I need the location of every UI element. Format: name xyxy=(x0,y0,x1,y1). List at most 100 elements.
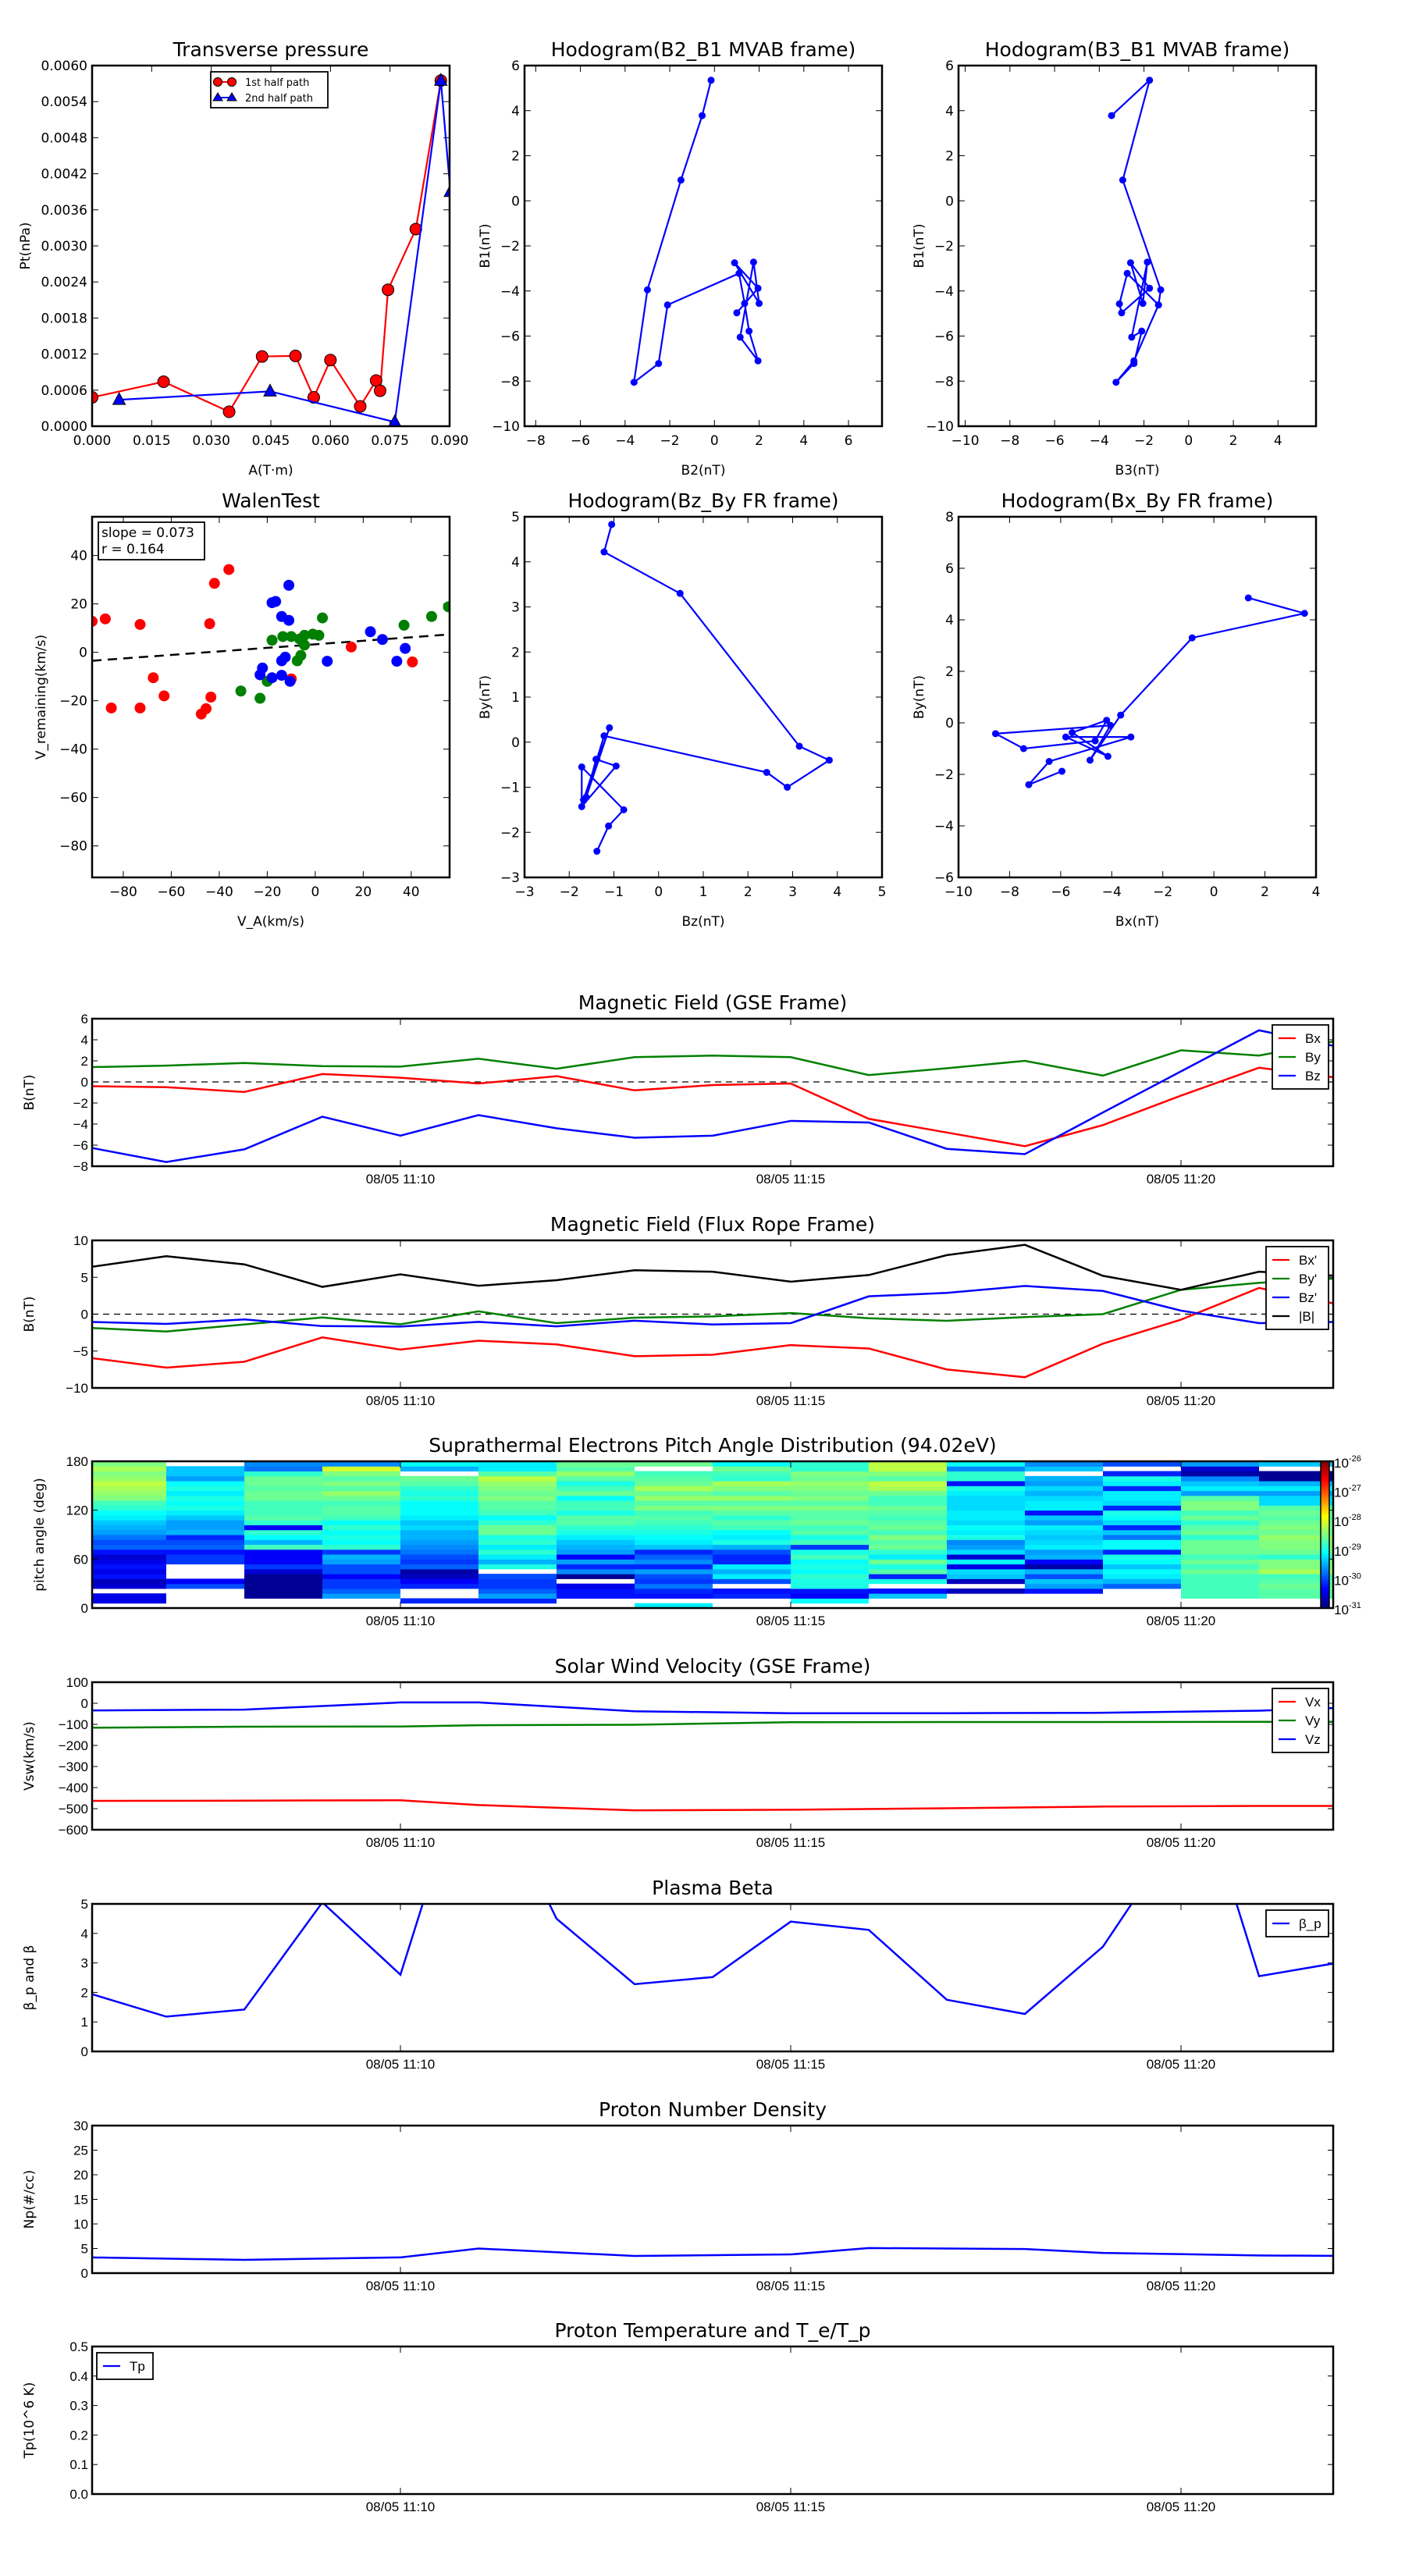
heatmap-cell xyxy=(713,1559,791,1565)
heatmap-cell xyxy=(1181,1520,1259,1525)
data-point xyxy=(663,301,671,309)
plot-frame xyxy=(523,515,884,879)
plot-area xyxy=(92,1701,1333,1812)
heatmap-cell xyxy=(791,1549,869,1555)
data-point xyxy=(1117,711,1125,719)
x-tick-label: 5 xyxy=(878,884,887,900)
y-axis-label: Tp(10^6 K) xyxy=(22,2382,37,2460)
heatmap-cell xyxy=(635,1510,713,1516)
heatmap-cell xyxy=(1181,1588,1259,1594)
heatmap-cell xyxy=(869,1466,947,1472)
heatmap-cell xyxy=(1259,1529,1333,1535)
data-point xyxy=(254,669,266,681)
data-point xyxy=(1019,745,1027,753)
y-tick-label: 0 xyxy=(511,194,520,209)
heatmap-cell xyxy=(1259,1461,1333,1467)
heatmap-cell xyxy=(869,1495,947,1501)
heatmap-cell xyxy=(1103,1481,1181,1486)
heatmap-cell xyxy=(791,1535,869,1540)
heatmap-cell xyxy=(947,1564,1025,1570)
heatmap-cell xyxy=(713,1485,791,1492)
legend-label: Bx xyxy=(1305,1031,1321,1046)
heatmap-cell xyxy=(400,1466,478,1472)
heatmap-cell xyxy=(1259,1471,1333,1477)
plot-frame xyxy=(91,2345,1335,2496)
data-point xyxy=(1104,753,1112,760)
plot-area xyxy=(991,594,1308,788)
chart-title: Suprathermal Electrons Pitch Angle Distr… xyxy=(429,1434,996,1457)
heatmap-cell xyxy=(1181,1583,1259,1589)
x-tick-label: 08/05 11:15 xyxy=(756,2500,826,2514)
y-tick-label: 6 xyxy=(945,561,954,577)
x-tick-label: 08/05 11:15 xyxy=(756,1393,826,1408)
heatmap-cell xyxy=(478,1485,557,1492)
y-tick-label: 0.0030 xyxy=(41,239,87,254)
heatmap-cell xyxy=(1025,1568,1103,1574)
data-point xyxy=(731,259,738,267)
data-point xyxy=(1144,258,1151,266)
heatmap-cell xyxy=(244,1481,322,1486)
y-axis-label: V_remaining(km/s) xyxy=(34,635,49,760)
heatmap-cell xyxy=(244,1461,322,1467)
colorbar-segment xyxy=(1321,1532,1329,1535)
legend-marker xyxy=(226,92,237,101)
heatmap-cell xyxy=(478,1466,557,1472)
heatmap-cell xyxy=(92,1466,166,1472)
heatmap-cell xyxy=(635,1564,713,1570)
heatmap-cell xyxy=(1181,1485,1259,1492)
colorbar-segment xyxy=(1321,1490,1329,1494)
heatmap-cell xyxy=(1181,1525,1259,1531)
heatmap-cell xyxy=(1103,1568,1181,1574)
colorbar-tick-exponent: -27 xyxy=(1349,1484,1361,1493)
heatmap-cell xyxy=(166,1539,244,1546)
colorbar-segment xyxy=(1321,1466,1329,1469)
heatmap-cell xyxy=(635,1525,713,1531)
heatmap-cell xyxy=(1025,1574,1103,1579)
y-tick-label: 0 xyxy=(945,194,954,209)
data-point xyxy=(643,286,651,294)
x-tick-label: 08/05 11:20 xyxy=(1147,1614,1216,1628)
heatmap-cell xyxy=(478,1544,557,1550)
data-point xyxy=(208,578,220,589)
x-tick-label: 08/05 11:15 xyxy=(756,1835,826,1850)
y-tick-label: 2 xyxy=(945,149,954,165)
series-line-_B_ xyxy=(92,1244,1333,1291)
y-axis-label: By(nT) xyxy=(912,675,927,719)
chart-title: Hodogram(Bz_By FR frame) xyxy=(567,489,838,512)
heatmap-cell xyxy=(1103,1495,1181,1501)
heatmap-cell xyxy=(244,1574,322,1579)
y-axis-label: pitch angle (deg) xyxy=(32,1478,48,1592)
x-tick-label: 08/05 11:20 xyxy=(1147,2279,1216,2293)
magnetic-field-fr-chart: Magnetic Field (Flux Rope Frame) 08/05 11… xyxy=(22,1213,1335,1408)
heatmap-cell xyxy=(1025,1505,1103,1511)
data-point xyxy=(223,564,235,575)
data-point xyxy=(283,579,295,591)
heatmap-cell xyxy=(791,1564,869,1570)
heatmap-cell xyxy=(869,1514,947,1521)
heatmap-cell xyxy=(92,1539,166,1546)
heatmap-cell xyxy=(1181,1568,1259,1574)
transverse-pressure-chart: Transverse pressure 0.000 0.015 0.030 0.045 0… xyxy=(18,38,468,479)
heatmap-cell xyxy=(869,1559,947,1565)
data-point xyxy=(754,284,762,292)
chart-title: Magnetic Field (GSE Frame) xyxy=(578,991,847,1014)
hodogram-bz-by-chart: Hodogram(Bz_By FR frame) −3 −2 −1 0 1 2 3 4 5 −3 −2… xyxy=(478,489,886,930)
chart-title: Magnetic Field (Flux Rope Frame) xyxy=(550,1213,875,1236)
data-point xyxy=(1127,733,1135,741)
x-tick-label: 08/05 11:15 xyxy=(756,1172,826,1187)
x-tick-label: 2 xyxy=(1261,884,1269,900)
heatmap-cell xyxy=(557,1559,635,1565)
heatmap-cell xyxy=(869,1593,947,1599)
heatmap-cell xyxy=(1103,1539,1181,1546)
plot-frame xyxy=(91,1239,1335,1389)
colorbar-segment xyxy=(1321,1503,1329,1506)
heatmap-cell xyxy=(478,1475,557,1482)
chart-title: Proton Temperature and T_e/T_p xyxy=(554,2319,870,2342)
heatmap-cell xyxy=(635,1593,713,1599)
heatmap-cell xyxy=(1025,1583,1103,1589)
plot-frame xyxy=(91,1902,1335,2053)
heatmap-cell xyxy=(166,1578,244,1585)
y-tick-label: 10 xyxy=(73,2217,88,2232)
plot-frame xyxy=(91,64,451,428)
y-tick-label: −4 xyxy=(500,284,520,300)
